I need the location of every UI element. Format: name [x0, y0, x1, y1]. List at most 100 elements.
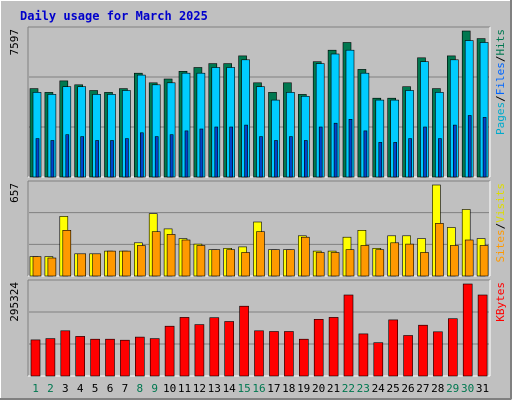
bar-pages-15 [244, 124, 248, 178]
bar-pages-20 [318, 126, 323, 178]
bar-pages-5 [95, 140, 99, 178]
bar-pages-18 [289, 136, 293, 178]
bar-sites-27 [420, 252, 429, 277]
bar-sites-1 [32, 256, 42, 277]
bar-pages-22 [348, 119, 353, 178]
bar-sites-29 [449, 245, 459, 277]
bar-kbytes-21 [328, 317, 339, 377]
legend-entry: Files [494, 62, 507, 95]
bar-kbytes-30 [462, 283, 473, 377]
day-label-7: 7 [122, 382, 129, 395]
panel-hits: 7597 Pages/Files/Hits [8, 26, 507, 178]
legend-entry: / [494, 56, 507, 63]
day-label-14: 14 [223, 382, 237, 395]
day-label-3: 3 [62, 382, 69, 395]
legend-kbytes: KBytes [494, 282, 507, 322]
bar-kbytes-12 [194, 324, 205, 377]
bar-kbytes-8 [135, 336, 145, 377]
bar-kbytes-27 [418, 324, 428, 377]
legend-entry: / [494, 223, 507, 230]
bar-kbytes-22 [343, 294, 354, 377]
bar-kbytes-5 [90, 338, 100, 377]
bar-sites-19 [300, 236, 310, 277]
bar-pages-4 [80, 136, 84, 178]
bar-sites-2 [47, 257, 57, 277]
bar-kbytes-19 [298, 338, 309, 377]
bar-sites-10 [166, 234, 176, 277]
bar-sites-7 [122, 250, 131, 277]
day-label-4: 4 [77, 382, 84, 395]
bar-pages-19 [303, 140, 308, 178]
bar-sites-8 [137, 245, 146, 277]
bar-kbytes-26 [403, 335, 413, 377]
bar-kbytes-24 [373, 342, 384, 377]
day-label-21: 21 [327, 382, 340, 395]
bar-pages-2 [50, 140, 55, 178]
day-label-17: 17 [267, 382, 280, 395]
bar-kbytes-3 [60, 330, 71, 377]
max-value-label: 7597 [8, 29, 21, 56]
bar-sites-15 [241, 252, 250, 277]
bar-kbytes-4 [75, 336, 85, 377]
day-label-20: 20 [312, 382, 325, 395]
day-label-24: 24 [372, 382, 386, 395]
day-label-31: 31 [476, 382, 489, 395]
series-files [32, 40, 489, 178]
day-label-19: 19 [297, 382, 310, 395]
bar-sites-17 [271, 249, 280, 277]
bar-pages-13 [214, 126, 219, 178]
day-label-29: 29 [446, 382, 459, 395]
legend-entry: KBytes [494, 282, 507, 322]
legend-entry: Sites [494, 229, 507, 262]
day-label-22: 22 [342, 382, 355, 395]
bar-pages-27 [423, 126, 427, 178]
day-label-2: 2 [47, 382, 54, 395]
bar-pages-16 [259, 136, 263, 178]
bar-sites-21 [330, 252, 340, 277]
bar-sites-18 [286, 249, 295, 277]
bar-sites-12 [196, 245, 206, 277]
bar-pages-7 [125, 138, 129, 178]
bar-pages-21 [333, 122, 338, 178]
day-label-12: 12 [193, 382, 206, 395]
bar-kbytes-2 [45, 338, 56, 377]
bar-pages-23 [363, 130, 368, 178]
legend-entry: / [494, 95, 507, 102]
bar-sites-9 [151, 231, 161, 277]
bar-kbytes-16 [254, 330, 264, 377]
bar-sites-4 [77, 253, 86, 277]
bar-sites-22 [345, 249, 355, 277]
day-label-27: 27 [416, 382, 429, 395]
bar-kbytes-20 [313, 318, 324, 377]
max-value-label: 657 [8, 183, 21, 203]
bar-pages-10 [169, 134, 174, 178]
bar-pages-11 [184, 130, 189, 178]
day-label-11: 11 [178, 382, 191, 395]
bar-kbytes-25 [388, 319, 399, 377]
bar-kbytes-31 [477, 294, 488, 377]
bar-kbytes-13 [209, 317, 220, 377]
bar-sites-30 [464, 239, 474, 277]
bar-pages-17 [274, 140, 278, 178]
bar-pages-9 [154, 136, 159, 178]
chart-title: Daily usage for March 2025 [20, 9, 208, 23]
bar-kbytes-23 [358, 333, 369, 377]
bar-sites-23 [360, 245, 370, 277]
legend-visits: Sites/Visits [494, 183, 507, 263]
bar-pages-28 [438, 138, 442, 178]
bar-sites-5 [92, 253, 101, 277]
day-label-1: 1 [32, 382, 39, 395]
bar-kbytes-15 [239, 305, 249, 377]
panel-visits: 657 Sites/Visits [8, 180, 507, 277]
legend-entry: Visits [494, 183, 507, 223]
bar-kbytes-28 [433, 331, 443, 377]
bar-kbytes-18 [284, 331, 294, 377]
bar-kbytes-11 [179, 317, 190, 377]
series-kbytes [30, 283, 488, 377]
bar-sites-28 [435, 223, 444, 277]
legend-hits: Pages/Files/Hits [494, 29, 507, 135]
bar-sites-26 [405, 243, 414, 277]
day-label-30: 30 [461, 382, 474, 395]
legend-entry: Pages [494, 102, 507, 135]
